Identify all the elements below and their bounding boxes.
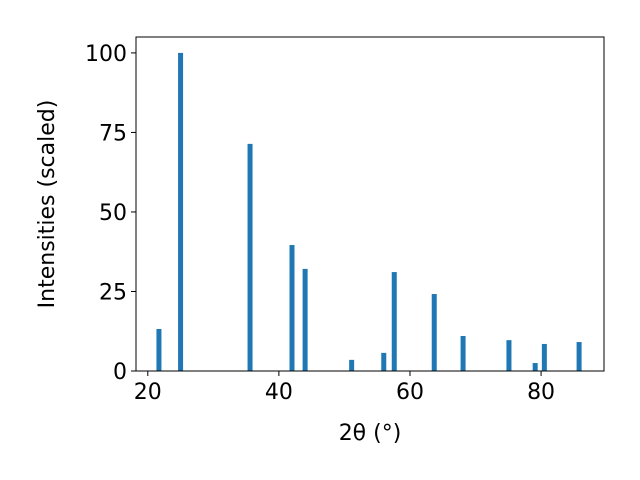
bar bbox=[302, 268, 308, 371]
bar bbox=[247, 143, 253, 371]
y-tick-label: 25 bbox=[99, 280, 127, 305]
y-tick-label: 75 bbox=[99, 121, 127, 146]
bar bbox=[156, 329, 162, 371]
x-tick-label: 20 bbox=[134, 380, 162, 405]
x-axis-label: 2θ (°) bbox=[339, 421, 402, 446]
y-axis-label: Intensities (scaled) bbox=[35, 100, 60, 309]
x-tick-label: 60 bbox=[396, 380, 424, 405]
bar bbox=[391, 272, 397, 371]
x-tick-label: 40 bbox=[265, 380, 293, 405]
bar bbox=[532, 363, 538, 371]
bar bbox=[431, 294, 437, 371]
bar bbox=[460, 336, 466, 371]
bar bbox=[576, 342, 582, 371]
bar bbox=[349, 359, 355, 371]
y-tick-label: 50 bbox=[99, 201, 127, 226]
x-tick-label: 80 bbox=[527, 380, 555, 405]
bar bbox=[506, 340, 512, 371]
bar bbox=[178, 52, 184, 372]
bar bbox=[541, 343, 547, 371]
bar bbox=[381, 352, 387, 371]
y-tick-label: 0 bbox=[113, 360, 127, 385]
y-tick-label: 100 bbox=[85, 42, 127, 67]
plot-frame bbox=[135, 36, 605, 372]
bar bbox=[289, 245, 295, 371]
